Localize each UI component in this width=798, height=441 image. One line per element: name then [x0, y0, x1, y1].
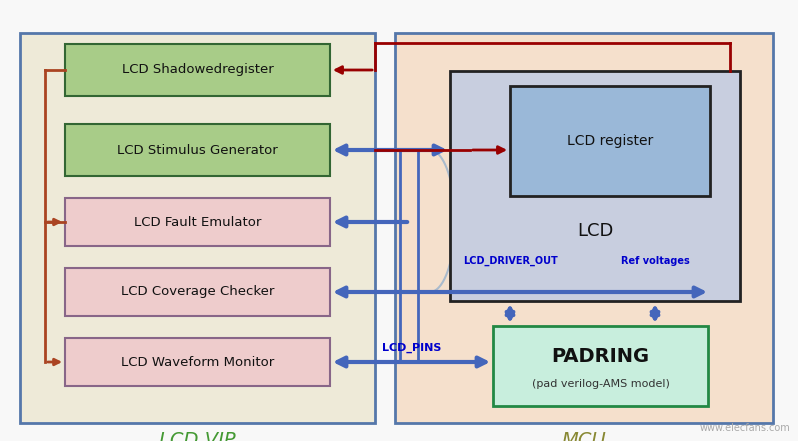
FancyBboxPatch shape: [65, 268, 330, 316]
Text: LCD: LCD: [577, 222, 613, 240]
FancyBboxPatch shape: [65, 124, 330, 176]
Text: LCD Shadowedregister: LCD Shadowedregister: [121, 64, 274, 76]
FancyBboxPatch shape: [65, 338, 330, 386]
Text: LCD_PINS: LCD_PINS: [381, 343, 441, 353]
FancyBboxPatch shape: [395, 33, 773, 423]
FancyBboxPatch shape: [65, 44, 330, 96]
FancyBboxPatch shape: [493, 326, 708, 406]
FancyBboxPatch shape: [20, 33, 375, 423]
Text: (pad verilog-AMS model): (pad verilog-AMS model): [531, 379, 670, 389]
Text: LCD register: LCD register: [567, 134, 653, 148]
FancyBboxPatch shape: [450, 71, 740, 301]
Text: LCD VIP: LCD VIP: [159, 431, 236, 441]
Text: PADRING: PADRING: [551, 347, 650, 366]
Text: LCD Fault Emulator: LCD Fault Emulator: [134, 216, 261, 228]
Text: LCD_DRIVER_OUT: LCD_DRIVER_OUT: [463, 256, 557, 266]
Text: MCU: MCU: [562, 431, 606, 441]
Text: LCD Waveform Monitor: LCD Waveform Monitor: [120, 355, 275, 369]
FancyBboxPatch shape: [510, 86, 710, 196]
Text: LCD Stimulus Generator: LCD Stimulus Generator: [117, 143, 278, 157]
FancyBboxPatch shape: [65, 198, 330, 246]
Text: www.elecfans.com: www.elecfans.com: [699, 423, 790, 433]
Text: LCD Coverage Checker: LCD Coverage Checker: [120, 285, 275, 299]
Text: Ref voltages: Ref voltages: [621, 256, 689, 266]
